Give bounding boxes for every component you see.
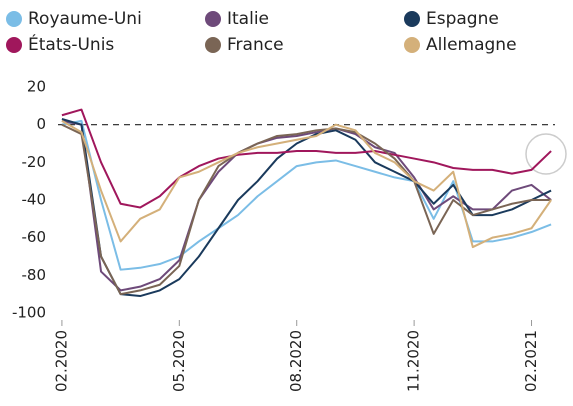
legend-label: Italie — [227, 9, 269, 29]
legend-label: Royaume-Uni — [28, 9, 142, 29]
series-line — [61, 108, 552, 209]
y-tick-label: 20 — [27, 78, 46, 96]
x-tick-label: 02.2020 — [52, 330, 70, 392]
x-tick-label: 11.2020 — [405, 330, 423, 392]
y-tick-label: -60 — [22, 228, 47, 246]
y-tick-label: -20 — [22, 153, 47, 171]
x-tick-label: 02.2021 — [522, 330, 540, 392]
legend-label: France — [227, 35, 284, 55]
y-tick-label: -80 — [22, 266, 47, 284]
y-tick-label: -40 — [22, 191, 47, 209]
series-line — [61, 123, 552, 296]
legend-swatch — [404, 11, 420, 27]
x-tick-label: 05.2020 — [170, 330, 188, 392]
highlight-circle — [525, 133, 567, 175]
legend-swatch — [6, 11, 22, 27]
legend-swatch — [205, 11, 221, 27]
legend-swatch — [6, 37, 22, 53]
legend-swatch — [205, 37, 221, 53]
x-tick-label: 08.2020 — [287, 330, 305, 392]
legend-swatch — [404, 37, 420, 53]
y-tick-label: 0 — [36, 115, 46, 133]
series-line — [61, 119, 552, 271]
y-tick-label: -100 — [12, 304, 46, 322]
legend-label: Allemagne — [426, 35, 517, 55]
legend-label: Espagne — [426, 9, 499, 29]
series-line — [61, 120, 552, 249]
series-line — [61, 119, 552, 292]
legend-label: États-Unis — [28, 33, 114, 55]
